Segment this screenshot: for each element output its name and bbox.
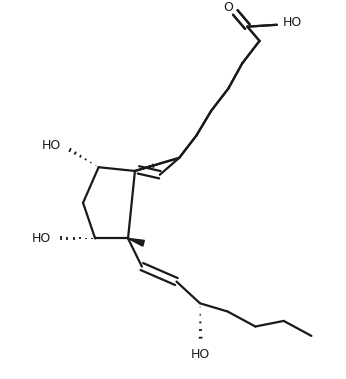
Text: HO: HO [283, 16, 302, 29]
Text: HO: HO [41, 139, 61, 152]
Polygon shape [128, 238, 144, 246]
Text: HO: HO [32, 232, 51, 245]
Text: HO: HO [191, 348, 210, 361]
Text: O: O [224, 1, 233, 14]
